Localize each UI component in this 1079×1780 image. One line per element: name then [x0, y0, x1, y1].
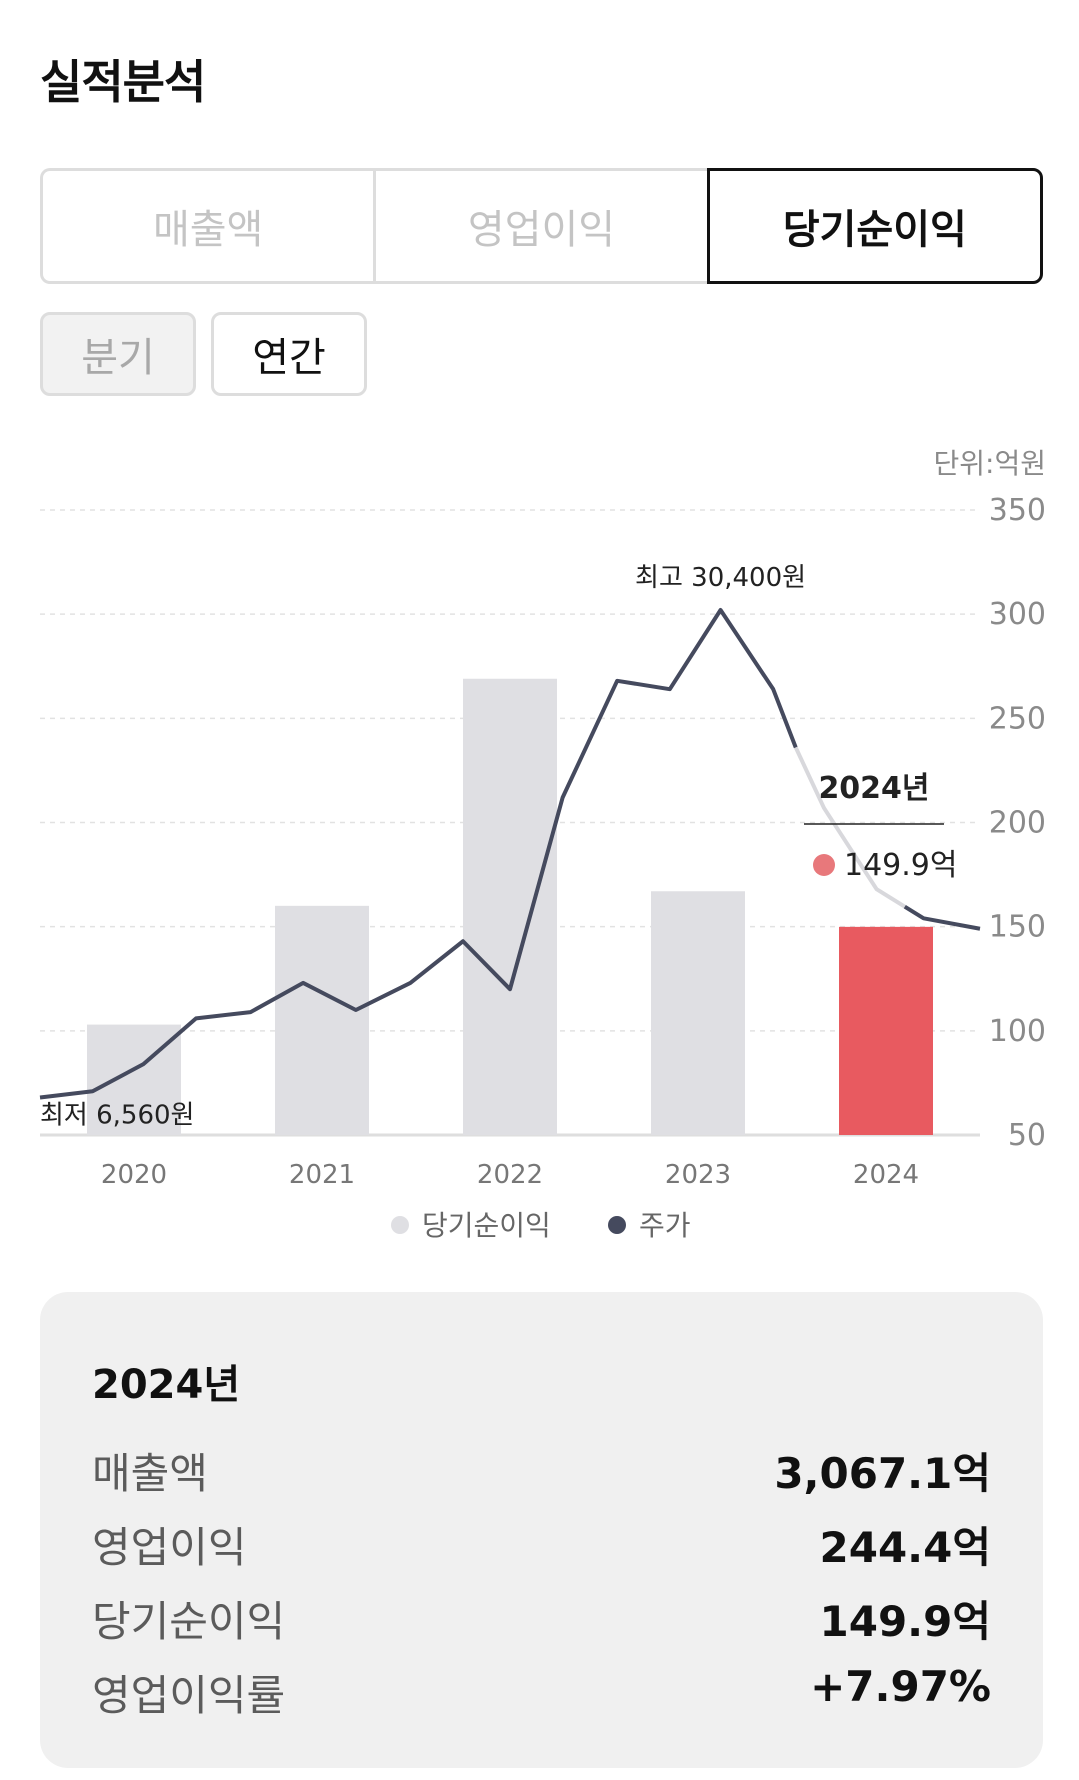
price-line [39, 608, 798, 1100]
summary-label: 영업이익 [92, 1523, 247, 1572]
bar [651, 891, 745, 1135]
max-price-label: 최고 30,400원 [635, 563, 806, 593]
summary-year: 2024년 [92, 1362, 241, 1408]
summary-label: 매출액 [92, 1449, 208, 1498]
summary-value: 149.9억 [819, 1597, 992, 1646]
legend-label: 주가 [639, 1209, 691, 1242]
min-price-label: 최저 6,560원 [40, 1101, 194, 1131]
y-tick-label: 300 [989, 597, 1046, 632]
x-tick-label: 2021 [289, 1160, 355, 1190]
period-annual-button[interactable]: 연간 [211, 312, 367, 396]
x-tick-label: 2023 [665, 1160, 731, 1190]
price-line [903, 904, 981, 931]
bar [275, 905, 369, 1135]
summary-label: 당기순이익 [92, 1597, 286, 1646]
y-tick-label: 200 [989, 806, 1046, 841]
summary-value: +7.97% [810, 1662, 991, 1711]
tooltip-dot [813, 854, 835, 876]
bar [463, 678, 557, 1135]
summary-card: 2024년 매출액 3,067.1억 영업이익 244.4억 당기순이익 149… [40, 1292, 1043, 1768]
summary-row-revenue: 매출액 3,067.1억 [92, 1440, 991, 1500]
earnings-chart: 단위:억원 50 100 150 200 250 300 350 2020 2021 2022 202… [39, 447, 1046, 1242]
tab-revenue[interactable]: 매출액 [40, 168, 374, 284]
summary-value: 3,067.1억 [774, 1449, 991, 1498]
summary-row-net-income: 당기순이익 149.9억 [92, 1588, 991, 1648]
tab-operating-income[interactable]: 영업이익 [373, 168, 707, 284]
y-tick-label: 250 [989, 701, 1046, 736]
tab-net-income[interactable]: 당기순이익 [706, 168, 1043, 284]
summary-row-operating-income: 영업이익 244.4억 [92, 1514, 991, 1574]
bar [839, 926, 933, 1135]
tooltip-title: 2024년 [818, 771, 929, 806]
y-tick-label: 50 [1008, 1118, 1046, 1153]
tooltip-value: 149.9억 [844, 848, 957, 883]
x-tick-label: 2020 [101, 1160, 167, 1190]
summary-label: 영업이익률 [92, 1671, 286, 1720]
x-tick-label: 2024 [853, 1160, 919, 1190]
legend-swatch [608, 1216, 626, 1234]
metric-tabs: 매출액 영업이익 당기순이익 [40, 168, 1043, 284]
y-tick-label: 350 [989, 493, 1046, 528]
x-tick-label: 2022 [477, 1160, 543, 1190]
summary-value: 244.4억 [819, 1523, 992, 1572]
page-title: 실적분석 [40, 55, 206, 109]
y-tick-label: 100 [989, 1014, 1046, 1049]
y-tick-label: 150 [989, 910, 1046, 945]
unit-label: 단위:억원 [934, 447, 1046, 480]
legend-label: 당기순이익 [422, 1209, 551, 1242]
legend-swatch [391, 1216, 409, 1234]
price-line-faded [793, 746, 906, 909]
summary-row-operating-margin: 영업이익률 +7.97% [92, 1662, 991, 1722]
period-quarter-button[interactable]: 분기 [40, 312, 196, 396]
